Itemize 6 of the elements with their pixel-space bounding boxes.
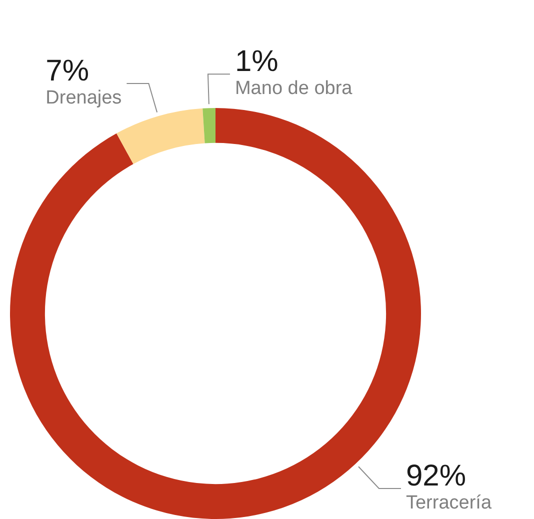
slice-label: Terracería [406,492,492,514]
data-label: 1% [234,45,278,78]
slice-label: Drenajes [46,88,122,109]
data-label: 92% [406,460,466,493]
slice-label: Mano de obra [234,78,353,100]
data-label: 7% [46,54,90,88]
